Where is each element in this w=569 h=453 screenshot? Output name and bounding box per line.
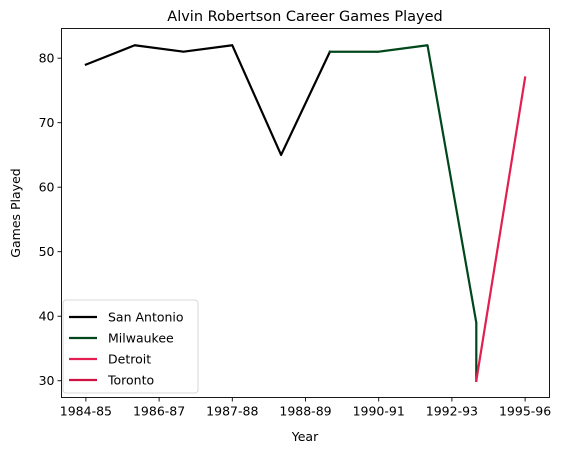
chart-title: Alvin Robertson Career Games Played (167, 9, 442, 25)
series-line-detroit (475, 76, 527, 382)
x-tick-label: 1988-89 (279, 404, 331, 419)
x-tick-label: 1995-96 (499, 404, 551, 419)
x-tick-label: 1987-88 (206, 404, 258, 419)
x-tick-label: 1992-93 (426, 404, 478, 419)
legend: San Antonio Milwaukee Detroit Toronto (62, 299, 199, 394)
y-tick-label: 40 (39, 309, 55, 324)
y-tick-label: 70 (39, 115, 55, 130)
x-tick-label: 1984-85 (60, 404, 112, 419)
legend-label: Toronto (107, 373, 154, 388)
y-axis-ticks: 30 40 50 60 70 80 (39, 51, 62, 388)
x-tick-label: 1986-87 (133, 404, 185, 419)
y-axis-label: Games Played (8, 168, 23, 257)
y-tick-label: 80 (39, 51, 55, 66)
series-line-san-antonio (84, 44, 332, 157)
y-tick-label: 50 (39, 244, 55, 259)
legend-label: San Antonio (108, 310, 184, 325)
legend-frame (62, 299, 199, 394)
x-axis-ticks: 1984-85 1986-87 1987-88 1988-89 1990-91 1992-… (60, 397, 551, 419)
x-axis-label: Year (291, 429, 319, 444)
legend-label: Milwaukee (108, 331, 174, 346)
legend-label: Detroit (108, 352, 151, 367)
y-tick-label: 30 (39, 373, 55, 388)
plot-lines (84, 44, 527, 382)
x-tick-label: 1990-91 (353, 404, 405, 419)
series-line-milwaukee (328, 44, 478, 382)
y-tick-label: 60 (39, 180, 55, 195)
